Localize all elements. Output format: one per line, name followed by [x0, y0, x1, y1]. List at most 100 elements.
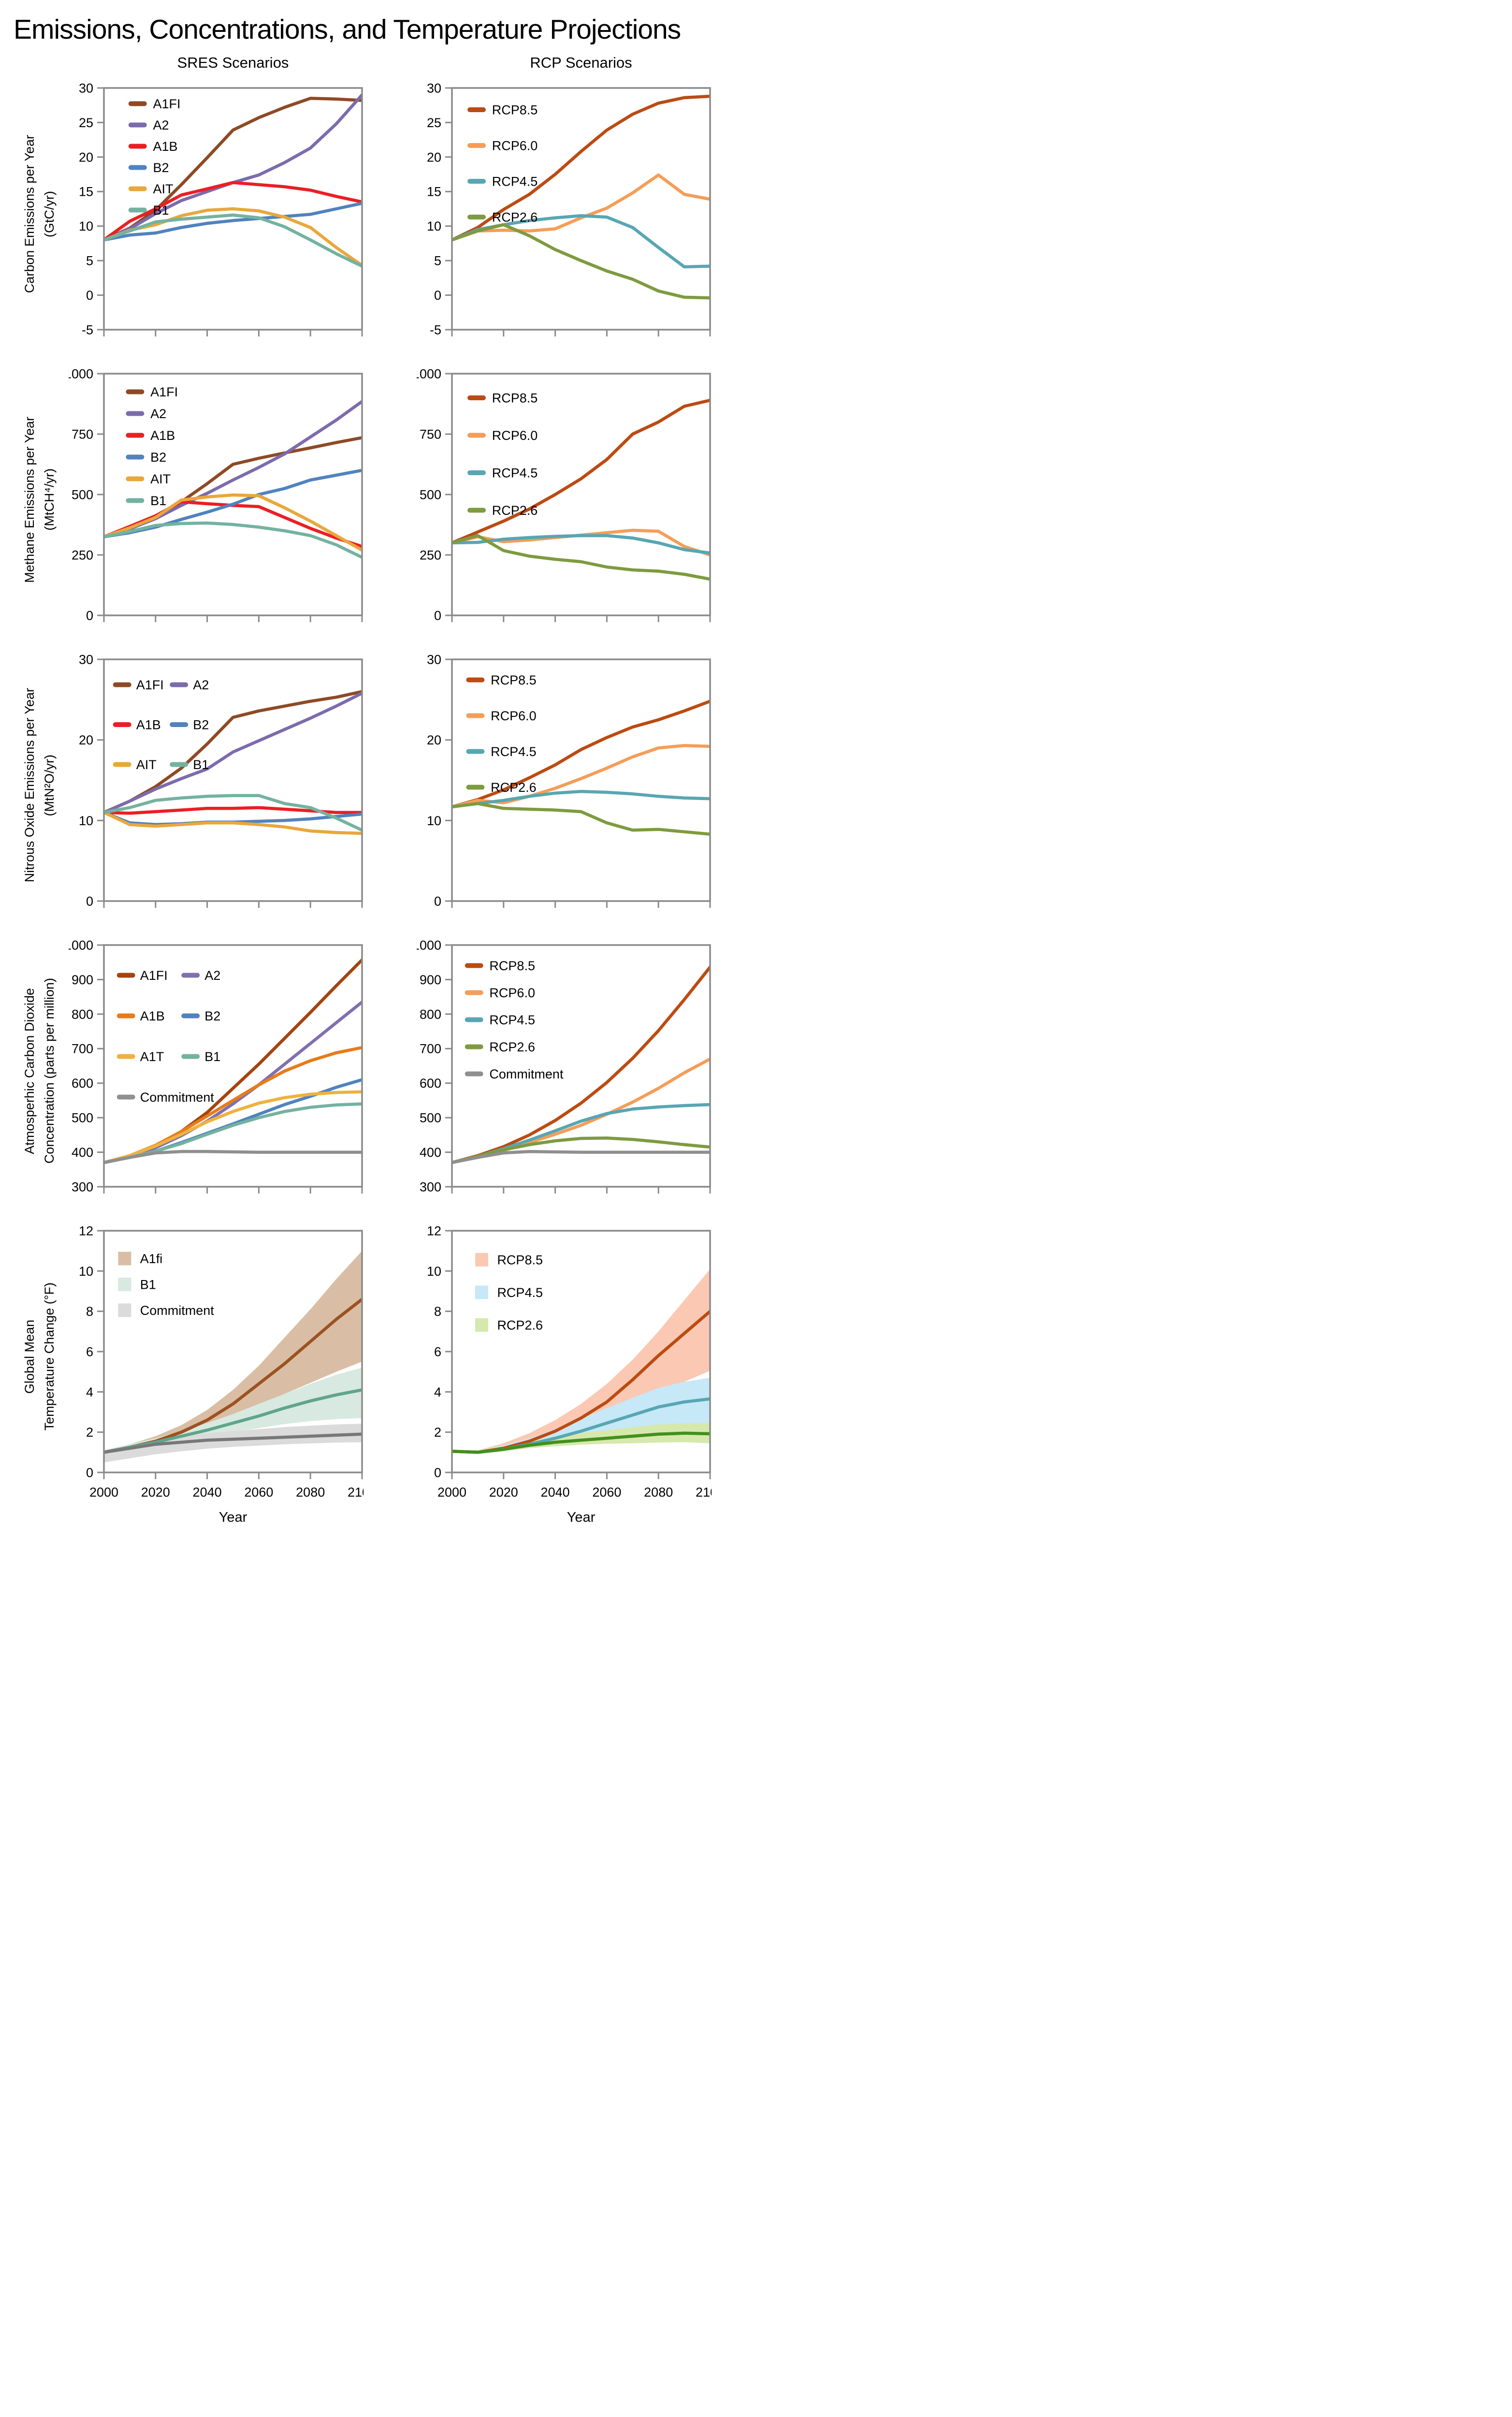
legend-item-A1B: A1B — [126, 428, 175, 443]
y-tick-label: 10 — [427, 814, 441, 828]
y-tick-label: 6 — [86, 1344, 93, 1359]
y-tick-label: 20 — [427, 733, 441, 747]
panel-row-nitrous-oxide: Nitrous Oxide Emissions per Year (MtN²O/… — [11, 654, 756, 917]
y-tick-label: 6 — [434, 1344, 441, 1359]
legend-label-RCP4.5: RCP4.5 — [492, 466, 538, 480]
legend-label-RCP6.0: RCP6.0 — [492, 138, 538, 153]
series-line-B1 — [104, 794, 362, 832]
y-tick-label: 600 — [72, 1076, 93, 1091]
legend-swatch-A1B — [116, 1013, 135, 1019]
y-tick-label: 900 — [72, 973, 93, 987]
legend-swatch-A2 — [126, 411, 145, 416]
legend-item-Commitment: Commitment — [118, 1303, 214, 1318]
legend-item-RCP2.6: RCP2.6 — [467, 503, 538, 518]
panel-row-co2-concentration: Atmosperhic Carbon Dioxide Concentration… — [11, 939, 756, 1203]
x-axis-ticks — [451, 1187, 711, 1194]
legend-label-RCP8.5: RCP8.5 — [492, 391, 538, 405]
legend-item-A1fi: A1fi — [118, 1252, 162, 1266]
y-axis-unit-line: (MtCH⁴/yr) — [42, 468, 57, 531]
legend-item-RCP2.6: RCP2.6 — [465, 1040, 535, 1054]
y-tick-label: 0 — [86, 1465, 93, 1480]
y-axis-ticks: -5 0 5 10 15 20 25 30 — [79, 82, 104, 337]
legend-item-A1FI: A1FI — [113, 678, 164, 692]
y-tick-label: 900 — [420, 973, 441, 987]
series-band-B1 — [104, 1368, 362, 1455]
y-axis-label-co2-concentration: Atmosperhic Carbon Dioxide Concentration… — [11, 939, 69, 1203]
y-axis-unit-line: Concentration (parts per million) — [42, 978, 57, 1164]
series-band-Commitment — [104, 1424, 362, 1463]
legend-item-A1B: A1B — [128, 139, 178, 154]
legend-item-A1B: A1B — [113, 717, 161, 732]
legend-item-A2: A2 — [126, 407, 166, 421]
legend: RCP8.5 RCP6.0 RCP4.5 RCP2.6 — [467, 102, 538, 224]
legend-swatch-AIT — [113, 762, 131, 767]
legend-swatch-RCP4.5 — [467, 179, 486, 184]
y-axis-ticks: 0 250 500 750 1000 — [417, 368, 452, 623]
legend-item-A1B: A1B — [116, 1009, 165, 1023]
y-tick-label: 30 — [79, 654, 93, 667]
legend-label-B2: B2 — [193, 717, 209, 732]
legend-swatch-RCP2.6 — [466, 785, 485, 790]
panel-row-carbon: Carbon Emissions per Year (GtC/yr) -5 0 5 1… — [11, 82, 756, 346]
legend: A1FI A2 A1B B2 AIT B1 — [126, 385, 178, 508]
legend-label-RCP4.5: RCP4.5 — [491, 744, 537, 759]
y-tick-label: 10 — [427, 1264, 441, 1279]
legend-item-RCP6.0: RCP6.0 — [466, 709, 537, 723]
legend-swatch-B2 — [170, 722, 189, 727]
y-tick-label: 12 — [427, 1225, 441, 1238]
legend-label-RCP8.5: RCP8.5 — [497, 1252, 543, 1267]
y-tick-label: 1000 — [69, 939, 93, 952]
x-axis-ticks — [103, 615, 363, 622]
legend-label-Commitment: Commitment — [489, 1067, 564, 1081]
plot-frame — [451, 87, 711, 331]
legend-swatch-A1T — [116, 1054, 135, 1059]
legend-swatch-RCP4.5 — [466, 749, 485, 754]
y-tick-label: 30 — [79, 82, 93, 95]
legend-label-A2: A2 — [204, 968, 220, 983]
legend-item-A1FI: A1FI — [126, 385, 178, 399]
x-tick-label: 2100 — [696, 1485, 712, 1500]
plot-frame — [103, 658, 363, 902]
legend: RCP8.5 RCP6.0 RCP4.5 RCP2.6 Commitment — [465, 959, 564, 1081]
series-line-B1 — [104, 521, 362, 559]
legend-label-AIT: AIT — [136, 757, 157, 772]
series-line-RCP2.6 — [452, 534, 710, 581]
y-tick-label: 250 — [420, 548, 441, 562]
y-axis-label-line: Carbon Emissions per Year — [22, 134, 37, 293]
y-tick-label: 15 — [79, 185, 93, 199]
y-axis-ticks: -5 0 5 10 15 20 25 30 — [427, 82, 452, 337]
x-axis-ticks — [451, 615, 711, 622]
legend-label-A1B: A1B — [140, 1009, 165, 1023]
figure-title: Emissions, Concentrations, and Temperatu… — [14, 14, 681, 45]
legend-item-A2: A2 — [170, 678, 209, 692]
legend-swatch-RCP2.6 — [467, 215, 486, 219]
legend-swatch-B2 — [128, 165, 147, 170]
legend-swatch-B1 — [126, 498, 145, 503]
legend-label-B1: B1 — [204, 1049, 220, 1064]
y-tick-label: 250 — [72, 548, 93, 562]
x-tick-label: 2020 — [489, 1485, 518, 1500]
chart-sres-nitrous-oxide-emissions: 0 10 20 30 A1FI A2 A1B B2 AIT B1 — [69, 654, 363, 917]
y-tick-label: 1000 — [417, 939, 441, 952]
y-axis-unit-line: (MtN²O/yr) — [42, 754, 57, 816]
legend-label-A1B: A1B — [136, 717, 161, 732]
y-tick-label: 0 — [86, 894, 93, 908]
column-headers: SRES Scenarios RCP Scenarios — [11, 54, 756, 80]
legend-item-RCP2.6: RCP2.6 — [475, 1318, 543, 1332]
chart-rcp-nitrous-oxide-emissions: 0 10 20 30 RCP8.5 RCP6.0 RCP4.5 RCP2.6 — [417, 654, 712, 917]
chart-rcp-temperature-change: 0 2 4 6 8 10 12 2000 2020 2040 2060 2080 2100 Year RCP… — [417, 1225, 712, 1529]
series-line-AIT — [104, 493, 362, 552]
series-band-RCP4.5 — [452, 1378, 710, 1454]
legend-item-RCP2.6: RCP2.6 — [466, 780, 537, 795]
x-tick-label: 2020 — [141, 1485, 170, 1500]
legend-item-RCP6.0: RCP6.0 — [467, 138, 538, 153]
series-line-RCP2.6 — [452, 1431, 710, 1454]
legend-item-B1: B1 — [181, 1049, 220, 1064]
sres-methane-emissions-plot: 0 250 500 750 1000 A1FI A2 A1B B2 AIT B1 — [69, 368, 363, 623]
legend-label-A1FI: A1FI — [150, 385, 178, 399]
y-axis-ticks: 0 2 4 6 8 10 12 — [427, 1225, 452, 1480]
panel-row-methane: Methane Emissions per Year (MtCH⁴/yr) 0 2… — [11, 368, 756, 631]
y-tick-label: 10 — [79, 814, 93, 828]
legend-item-AIT: AIT — [126, 472, 171, 486]
y-tick-label: 5 — [86, 254, 93, 268]
